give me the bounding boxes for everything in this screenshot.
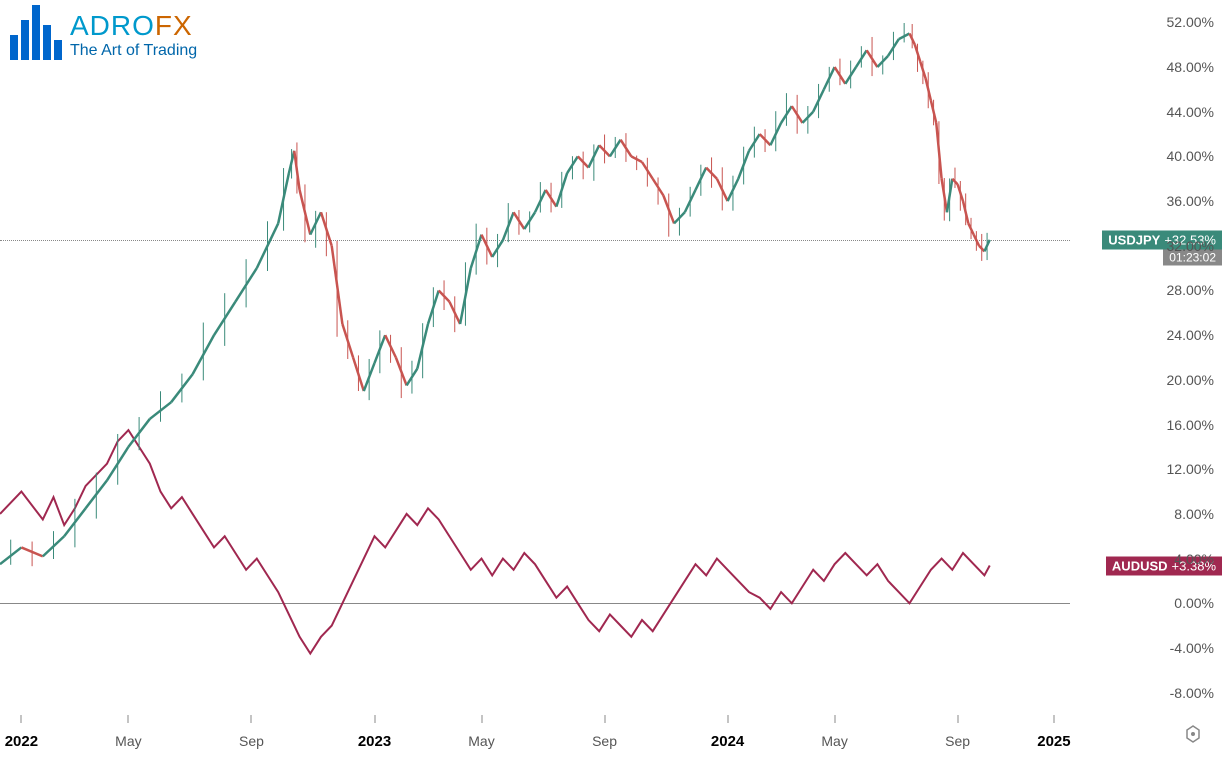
x-tick: 2022	[5, 733, 38, 750]
y-tick: 32.00%	[1167, 238, 1214, 254]
x-tick: 2024	[711, 733, 744, 750]
y-tick: 40.00%	[1167, 148, 1214, 164]
x-tick: Sep	[945, 733, 970, 749]
x-tick: May	[821, 733, 847, 749]
y-tick: 4.00%	[1174, 551, 1214, 567]
y-tick: -4.00%	[1170, 640, 1214, 656]
plot-area[interactable]: USDJPY +32.53% 01:23:02 AUDUSD +3.38%	[0, 0, 1070, 715]
y-tick: 20.00%	[1167, 372, 1214, 388]
x-tick: 2025	[1037, 733, 1070, 750]
settings-icon[interactable]	[1184, 725, 1202, 748]
y-tick: 48.00%	[1167, 59, 1214, 75]
x-tick: Sep	[239, 733, 264, 749]
logo-tagline: The Art of Trading	[70, 42, 197, 60]
logo-brand-part2: FX	[155, 10, 193, 41]
x-tick: 2023	[358, 733, 391, 750]
chart-lines	[0, 0, 1070, 715]
y-tick: -8.00%	[1170, 685, 1214, 701]
y-tick: 16.00%	[1167, 417, 1214, 433]
y-tick: 36.00%	[1167, 193, 1214, 209]
y-tick: 24.00%	[1167, 327, 1214, 343]
y-tick: 12.00%	[1167, 461, 1214, 477]
logo-text: ADROFX The Art of Trading	[70, 10, 197, 60]
logo-brand-part1: ADRO	[70, 10, 155, 41]
y-tick: 52.00%	[1167, 14, 1214, 30]
logo: ADROFX The Art of Trading	[10, 10, 197, 60]
y-axis: 52.00% 48.00% 44.00% 40.00% 36.00% 32.00% 28.0…	[1072, 0, 1222, 715]
x-tick: Sep	[592, 733, 617, 749]
x-tick: May	[468, 733, 494, 749]
chart-container: ADROFX The Art of Trading USDJPY +32.53%…	[0, 0, 1222, 760]
y-tick: 0.00%	[1174, 595, 1214, 611]
x-tick: May	[115, 733, 141, 749]
x-axis: 2022 May Sep 2023 May Sep 2024 May Sep 2025	[0, 715, 1070, 760]
y-tick: 8.00%	[1174, 506, 1214, 522]
logo-bars-icon	[10, 10, 62, 60]
y-tick: 44.00%	[1167, 104, 1214, 120]
logo-brand: ADROFX	[70, 10, 197, 42]
y-tick: 28.00%	[1167, 282, 1214, 298]
